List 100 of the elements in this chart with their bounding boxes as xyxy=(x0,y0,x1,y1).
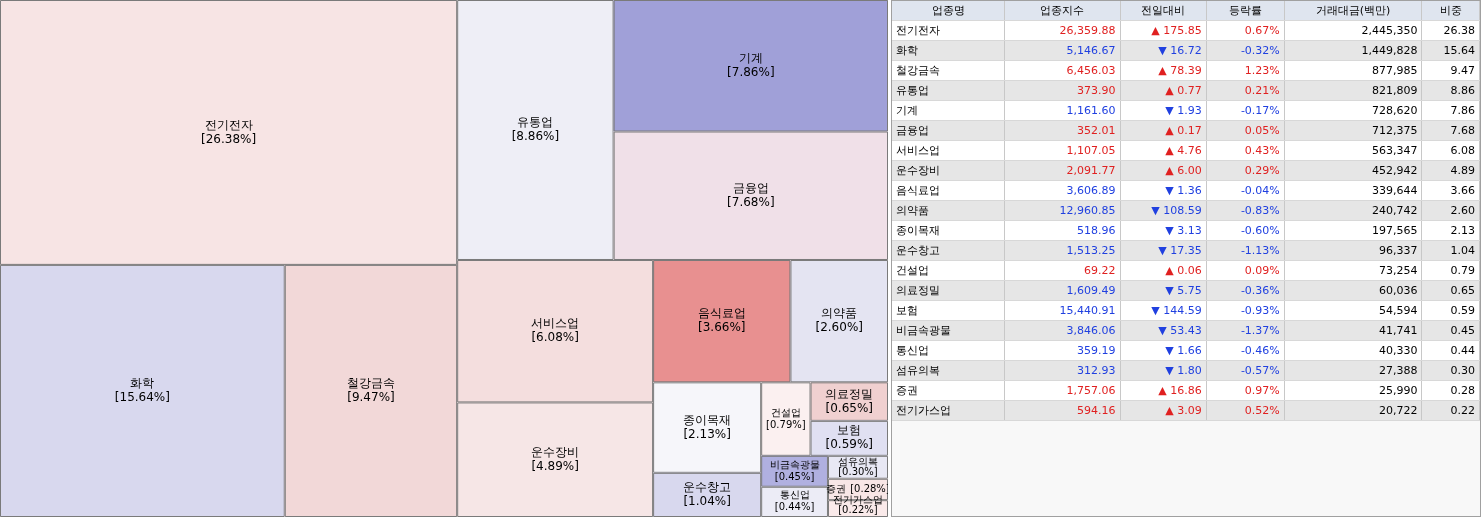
data-label: ▼ 108.59 xyxy=(1120,200,1207,221)
y-tick-label: 종이목재 xyxy=(892,220,1005,241)
data-label: 352.01 xyxy=(1004,120,1120,141)
data-label: 41,741 xyxy=(1284,320,1422,341)
data-label: -0.46% xyxy=(1206,340,1285,361)
y-axis-title: 업종명 xyxy=(892,1,1005,21)
data-label: 6,456.03 xyxy=(1004,60,1120,81)
data-label: 20,722 xyxy=(1284,400,1422,421)
data-label: 12,960.85 xyxy=(1004,200,1120,221)
data-label: ▼ 16.72 xyxy=(1120,40,1207,61)
data-label: 60,036 xyxy=(1284,280,1422,301)
data-label: ▲ 0.06 xyxy=(1120,260,1207,281)
data-label: [9.47%] xyxy=(347,390,395,405)
category-label: 의료정밀 xyxy=(825,386,874,401)
data-label: 26.38 xyxy=(1421,20,1480,41)
data-label: ▼ 53.43 xyxy=(1120,320,1207,341)
data-label: -0.93% xyxy=(1206,300,1285,321)
y-tick-label: 건설업 xyxy=(892,260,1005,281)
x-tick-label: 비중 xyxy=(1421,1,1480,21)
data-label: [7.86%] xyxy=(727,64,775,79)
data-label: 728,620 xyxy=(1284,100,1422,121)
data-label: -0.32% xyxy=(1206,40,1285,61)
data-label: 4.89 xyxy=(1421,160,1480,181)
data-label: 40,330 xyxy=(1284,340,1422,361)
x-tick-label: 등락률 xyxy=(1206,1,1285,21)
data-label: ▲ 0.17 xyxy=(1120,120,1207,141)
category-label: 증권 xyxy=(826,483,847,495)
data-label: 0.45 xyxy=(1421,320,1480,341)
data-label: 2.60 xyxy=(1421,200,1480,221)
y-tick-label: 유통업 xyxy=(892,80,1005,101)
category-label: 운수창고 xyxy=(683,480,732,495)
data-label: 15,440.91 xyxy=(1004,300,1120,321)
data-label: [0.44%] xyxy=(774,501,815,513)
data-label: [6.08%] xyxy=(531,330,579,345)
y-tick-label: 운수장비 xyxy=(892,160,1005,181)
y-tick-label: 음식료업 xyxy=(892,180,1005,201)
data-label: 0.09% xyxy=(1206,260,1285,281)
category-label: 비금속광물 xyxy=(769,458,820,470)
data-label: 3,846.06 xyxy=(1004,320,1120,341)
data-label: -0.17% xyxy=(1206,100,1285,121)
data-label: 452,942 xyxy=(1284,160,1422,181)
data-label: -0.60% xyxy=(1206,220,1285,241)
data-label: [1.04%] xyxy=(683,494,731,509)
data-label: 0.29% xyxy=(1206,160,1285,181)
data-label: 1,609.49 xyxy=(1004,280,1120,301)
x-tick-label: 전일대비 xyxy=(1120,1,1207,21)
category-label: 보험 xyxy=(837,423,862,438)
data-label: ▼ 1.93 xyxy=(1120,100,1207,121)
data-label: ▲ 6.00 xyxy=(1120,160,1207,181)
y-tick-label: 보험 xyxy=(892,300,1005,321)
data-label: ▲ 175.85 xyxy=(1120,20,1207,41)
y-tick-label: 비금속광물 xyxy=(892,320,1005,341)
category-label: 음식료업 xyxy=(697,306,746,321)
category-label: 철강금속 xyxy=(346,376,395,391)
data-label: 5,146.67 xyxy=(1004,40,1120,61)
data-label: 0.43% xyxy=(1206,140,1285,161)
data-label: 1.04 xyxy=(1421,240,1480,261)
y-tick-label: 서비스업 xyxy=(892,140,1005,161)
y-tick-label: 전기전자 xyxy=(892,20,1005,41)
category-label: 의약품 xyxy=(821,306,858,321)
y-tick-label: 의약품 xyxy=(892,200,1005,221)
category-label: 섬유의복 xyxy=(837,455,878,467)
data-label: [8.86%] xyxy=(511,129,560,144)
data-label: 312.93 xyxy=(1004,360,1120,381)
category-label: 전기가스업 xyxy=(832,493,883,505)
data-label: 3,606.89 xyxy=(1004,180,1120,201)
data-label: ▲ 78.39 xyxy=(1120,60,1207,81)
data-label: ▲ 3.09 xyxy=(1120,400,1207,421)
y-tick-label: 의료정밀 xyxy=(892,280,1005,301)
category-label: 금융업 xyxy=(732,180,769,195)
data-label: 0.22 xyxy=(1421,400,1480,421)
y-tick-label: 운수창고 xyxy=(892,240,1005,261)
data-label: 2.13 xyxy=(1421,220,1480,241)
y-tick-label: 전기가스업 xyxy=(892,400,1005,421)
category-label: 통신업 xyxy=(779,489,810,501)
category-label: 기계 xyxy=(738,50,763,65)
data-label: ▼ 3.13 xyxy=(1120,220,1207,241)
data-label: ▲ 4.76 xyxy=(1120,140,1207,161)
data-label: 339,644 xyxy=(1284,180,1422,201)
data-label: 1,161.60 xyxy=(1004,100,1120,121)
data-label: [26.38%] xyxy=(201,131,257,146)
data-label: 518.96 xyxy=(1004,220,1120,241)
data-label: 3.66 xyxy=(1421,180,1480,201)
category-label: 화학 xyxy=(130,376,155,391)
data-label: 1,449,828 xyxy=(1284,40,1422,61)
data-label: ▼ 1.66 xyxy=(1120,340,1207,361)
category-label: 종이목재 xyxy=(683,412,732,427)
data-label: -1.13% xyxy=(1206,240,1285,261)
data-label: 2,091.77 xyxy=(1004,160,1120,181)
data-label: ▼ 1.80 xyxy=(1120,360,1207,381)
data-label: 0.97% xyxy=(1206,380,1285,401)
data-label: [0.79%] xyxy=(766,418,806,430)
data-label: 2,445,350 xyxy=(1284,20,1422,41)
data-label: 7.68 xyxy=(1421,120,1480,141)
y-tick-label: 화학 xyxy=(892,40,1005,61)
data-label: [0.45%] xyxy=(774,470,815,482)
data-label: 0.65 xyxy=(1421,280,1480,301)
data-label: 359.19 xyxy=(1004,340,1120,361)
data-label: 9.47 xyxy=(1421,60,1480,81)
data-label: 0.79 xyxy=(1421,260,1480,281)
